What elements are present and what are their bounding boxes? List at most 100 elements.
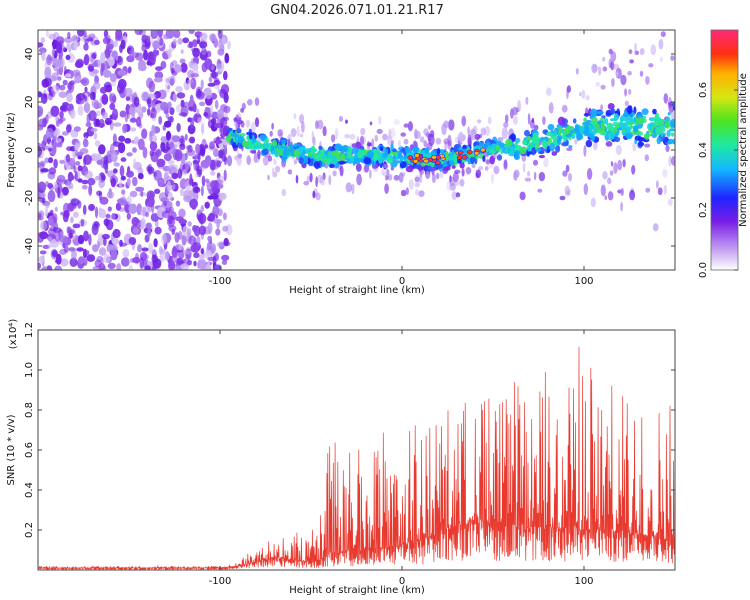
hot-spot [414,153,420,158]
noise-speckle [151,39,161,49]
signal-speckle [382,133,388,141]
noise-speckle [145,35,151,43]
hot-spot [461,154,468,160]
y-tick-label: 0 [24,147,35,153]
ridge-blob [279,141,282,146]
noise-speckle [38,91,43,98]
ridge-blob [293,143,298,148]
noise-speckle [214,122,222,128]
signal-speckle [565,189,572,194]
noise-speckle [218,193,226,201]
noise-speckle [192,103,197,113]
noise-speckle [223,92,229,104]
signal-speckle [517,100,522,112]
noise-speckle [83,154,92,165]
ridge-blob [669,128,675,132]
ridge-blob [607,131,614,141]
ridge-blob [633,106,637,115]
noise-speckle [157,30,163,38]
hot-spot [431,155,437,160]
signal-speckle [613,162,618,174]
noise-speckle [171,246,178,258]
noise-speckle [39,160,46,167]
noise-speckle [208,76,213,83]
noise-speckle [216,108,224,119]
noise-speckle [222,212,227,221]
noise-speckle [147,108,151,116]
signal-speckle [503,159,508,171]
signal-speckle [309,172,313,183]
noise-speckle [213,218,222,224]
ridge-blob [604,118,609,125]
y-tick-label: 0.4 [24,482,35,498]
ridge-blob [482,155,486,162]
signal-speckle [586,168,593,180]
noise-speckle [127,166,131,175]
hot-spot [412,159,419,164]
noise-speckle [119,200,128,206]
noise-speckle [222,116,230,121]
noise-speckle [155,66,163,71]
signal-speckle [385,168,390,177]
signal-speckle [537,188,543,193]
signal-speckle [474,133,481,140]
x-tick-label: 100 [574,276,593,287]
noise-speckle [38,262,42,269]
ridge-blob [514,154,520,161]
noise-speckle [44,67,52,79]
noise-speckle [55,253,62,265]
noise-speckle [38,181,46,193]
ridge-blob [546,131,553,137]
noise-speckle [54,206,58,212]
ridge-blob [541,140,548,148]
noise-speckle [213,148,219,158]
noise-speckle [207,195,214,200]
signal-speckle [631,164,636,175]
noise-speckle [119,179,123,189]
noise-speckle [201,47,207,56]
noise-speckle [54,116,59,121]
noise-speckle [58,118,64,124]
noise-speckle [88,234,92,246]
signal-speckle [400,189,407,197]
noise-speckle [73,211,79,218]
noise-speckle [113,40,118,48]
noise-speckle [77,105,84,116]
ridge-blob [260,134,266,142]
signal-speckle [562,170,568,177]
noise-speckle [111,50,118,60]
noise-speckle [104,48,111,59]
noise-speckle [180,62,188,73]
noise-speckle [198,225,207,236]
ridge-blob [633,125,639,133]
noise-speckle [50,105,60,117]
signal-speckle [670,155,675,166]
noise-speckle [216,63,223,70]
noise-speckle [43,93,47,99]
noise-speckle [114,34,124,42]
noise-speckle [119,242,128,247]
signal-speckle [267,174,270,181]
noise-speckle [112,168,118,174]
noise-speckle [135,186,145,192]
signal-speckle [629,59,634,64]
ridge-blob [495,144,500,152]
ridge-blob [590,135,595,142]
signal-speckle [662,168,668,178]
noise-speckle [127,68,132,74]
noise-speckle [117,78,127,90]
noise-speckle [217,208,223,217]
signal-speckle [233,117,238,122]
ridge-blob [555,144,561,153]
noise-speckle [146,222,152,230]
noise-speckle [82,248,88,259]
signal-speckle [527,113,531,125]
ridge-blob [501,143,505,147]
noise-speckle [193,252,200,259]
y-tick-label: 0.6 [24,442,35,458]
noise-speckle [200,248,205,255]
noise-speckle [174,265,182,270]
noise-speckle [201,175,206,187]
noise-speckle [86,250,90,256]
noise-speckle [38,105,44,117]
